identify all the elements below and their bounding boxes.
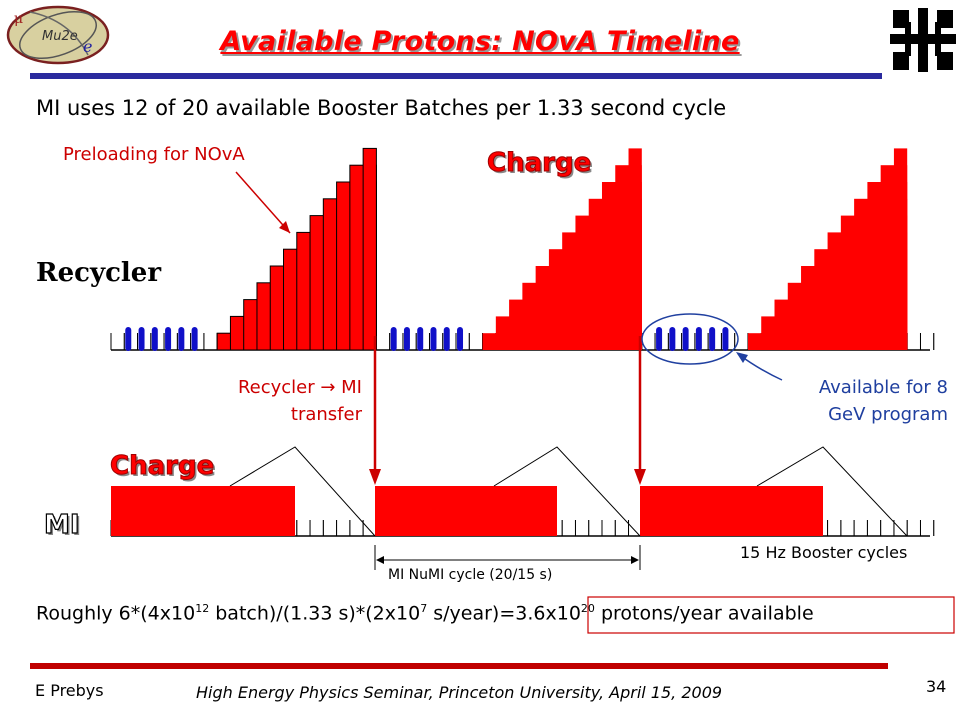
slide-subtitle: MI uses 12 of 20 available Booster Batch… <box>36 96 727 120</box>
transfer-arrow-1-head <box>369 469 381 485</box>
page-number: 34 <box>926 677 947 696</box>
preloading-pointer-line <box>235 171 291 234</box>
recycler-transfer-line1: Recycler → MI <box>237 377 362 398</box>
recycler-charge-label: Charge <box>486 148 592 179</box>
protons-per-year-formula: Roughly 6*(4x1012 batch)/(1.33 s)*(2x107… <box>36 602 814 624</box>
charge-stair-step <box>628 148 642 350</box>
formula-result-mantissa: 3.6x10 <box>515 602 581 625</box>
mi-charge-block <box>375 486 557 536</box>
formula-result-units: protons/year available <box>594 602 814 625</box>
recycler-charge-stairs <box>216 147 908 351</box>
booster-pulse <box>178 327 185 351</box>
booster-pulse <box>443 327 450 351</box>
footer-seminar: High Energy Physics Seminar, Princeton U… <box>196 683 723 702</box>
electron-symbol: e <box>83 37 92 56</box>
booster-pulse <box>656 327 663 351</box>
transfer-arrow-2-head <box>634 469 646 485</box>
booster-pulse <box>669 327 676 351</box>
booster-pulse <box>191 327 198 351</box>
booster-pulse <box>417 327 424 351</box>
mi-charge-blocks <box>111 486 823 536</box>
mu2e-logo-text: Mu2e <box>42 29 78 44</box>
preloading-pointer-head <box>279 221 290 233</box>
formula-part-2: batch)/(1.33 s)*(2x10 <box>209 602 421 625</box>
available-8gev-label: Available for 8 GeV program <box>776 374 948 428</box>
formula-exponent-2: 7 <box>420 602 428 615</box>
numi-cycle-label: MI NuMI cycle (20/15 s) <box>388 567 553 583</box>
available-batches-ellipse <box>641 313 739 365</box>
footer-rule <box>30 663 888 669</box>
booster-pulse <box>151 327 158 351</box>
footer-author: E Prebys <box>35 681 104 700</box>
booster-pulse <box>682 327 689 351</box>
booster-cycles-label: 15 Hz Booster cycles <box>740 543 908 562</box>
booster-pulse <box>457 327 464 351</box>
preloading-label: Preloading for NOvA <box>63 144 245 165</box>
result-highlight-box <box>587 596 955 634</box>
booster-pulse <box>165 327 172 351</box>
formula-part-3: s/year)= <box>427 602 516 625</box>
recycler-transfer-label: Recycler → MI transfer <box>176 374 362 428</box>
booster-pulse <box>125 327 132 351</box>
booster-pulse <box>138 327 145 351</box>
mi-label: MI <box>43 509 80 540</box>
booster-pulse <box>695 327 702 351</box>
booster-pulse <box>430 327 437 351</box>
charge-stair-step <box>893 148 908 350</box>
available-line1: Available for 8 <box>818 377 948 398</box>
numi-cycle-left-arrow <box>376 556 384 564</box>
mi-charge-label: Charge <box>109 451 215 482</box>
mu-symbol: μ <box>14 11 23 27</box>
mi-charge-block <box>111 486 295 536</box>
formula-part-1: Roughly 6*(4x10 <box>36 602 196 625</box>
mi-ramp <box>493 446 641 537</box>
booster-pulse <box>709 327 716 351</box>
recycler-booster-pulses <box>125 327 729 351</box>
formula-exponent-1: 12 <box>195 602 210 615</box>
recycler-label: Recycler <box>36 258 162 288</box>
mi-ramp <box>756 446 908 537</box>
formula-exponent-3: 20 <box>580 602 595 615</box>
numi-cycle-right-arrow <box>631 556 639 564</box>
mi-charge-block <box>640 486 823 536</box>
mi-ramp-triangles <box>229 446 908 537</box>
mu2e-logo: Mu2e μ e <box>6 5 110 65</box>
title-underline-bar <box>30 73 882 79</box>
available-pointer-head <box>736 352 748 363</box>
preload-stair-step <box>362 147 377 351</box>
slide-title: Available Protons: NOvA Timeline <box>220 26 740 57</box>
booster-pulse <box>390 327 397 351</box>
booster-pulse <box>722 327 729 351</box>
available-line2: GeV program <box>828 404 948 425</box>
fermilab-logo <box>890 8 956 72</box>
booster-pulse <box>403 327 410 351</box>
recycler-transfer-line2: transfer <box>290 404 362 425</box>
mi-ramp <box>229 446 376 537</box>
